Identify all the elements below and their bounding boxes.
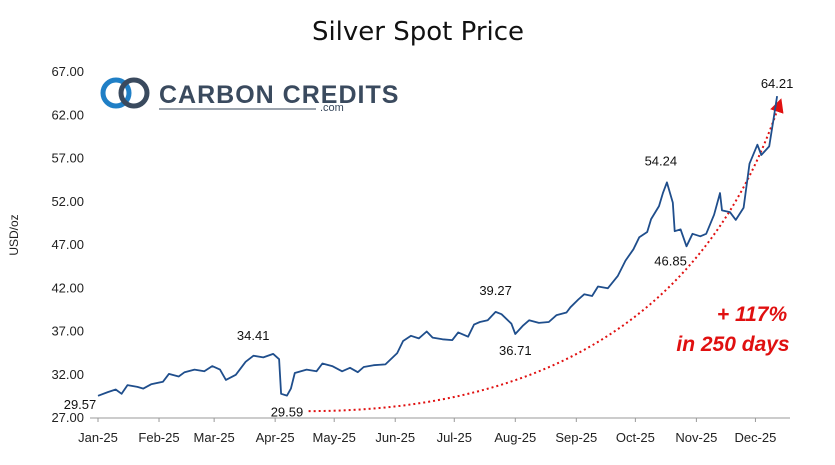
data-label: 36.71 xyxy=(499,343,532,358)
x-tick-label: Mar-25 xyxy=(194,430,235,445)
x-tick-label: Jun-25 xyxy=(375,430,415,445)
carbon-credits-logo: CARBON CREDITS .com xyxy=(100,77,399,114)
price-series xyxy=(97,95,778,397)
y-tick-label: 27.00 xyxy=(51,410,84,425)
growth-note-period: in 250 days xyxy=(676,333,789,356)
y-tick-label: 67.00 xyxy=(51,64,84,79)
y-tick-label: 37.00 xyxy=(51,324,84,339)
y-tick-label: 42.00 xyxy=(51,280,84,295)
y-tick-label: 57.00 xyxy=(51,151,84,166)
data-label: 34.41 xyxy=(237,328,270,343)
y-tick-label: 62.00 xyxy=(51,107,84,122)
y-tick-label: 47.00 xyxy=(51,237,84,252)
x-tick-label: Nov-25 xyxy=(675,430,717,445)
data-label: 64.21 xyxy=(761,76,794,91)
x-tick-label: Sep-25 xyxy=(555,430,597,445)
series-line xyxy=(97,95,778,397)
y-tick-label: 32.00 xyxy=(51,367,84,382)
data-label: 29.59 xyxy=(271,405,304,420)
data-labels: 29.57 34.41 29.59 39.27 36.71 54.24 46.85 64.21 xyxy=(64,76,794,419)
chart-title: Silver Spot Price xyxy=(312,17,524,47)
y-axis-label: USD/oz xyxy=(7,214,21,255)
y-axis-ticks: 27.00 32.00 37.00 42.00 47.00 52.00 57.00 62.00… xyxy=(51,64,84,425)
logo-suffix: .com xyxy=(320,102,344,114)
y-tick-label: 52.00 xyxy=(51,194,84,209)
x-axis-ticks: Jan-25 Feb-25 Mar-25 Apr-25 May-25 Jun-25 Jul-… xyxy=(78,418,776,445)
x-tick-label: Dec-25 xyxy=(734,430,776,445)
x-tick-label: Jul-25 xyxy=(437,430,472,445)
x-tick-label: Jan-25 xyxy=(78,430,118,445)
x-tick-label: Apr-25 xyxy=(256,430,295,445)
data-label: 29.57 xyxy=(64,397,97,412)
data-label: 39.27 xyxy=(479,283,512,298)
logo-mark-icon xyxy=(100,77,150,109)
data-label: 54.24 xyxy=(645,153,678,168)
logo-name: CARBON CREDITS xyxy=(159,81,399,109)
x-tick-label: Aug-25 xyxy=(494,430,536,445)
growth-arrow xyxy=(308,98,784,413)
growth-note-percent: + 117% xyxy=(717,303,788,326)
data-label: 46.85 xyxy=(654,253,687,268)
x-tick-label: Feb-25 xyxy=(138,430,179,445)
x-tick-label: Oct-25 xyxy=(616,430,655,445)
x-tick-label: May-25 xyxy=(313,430,356,445)
